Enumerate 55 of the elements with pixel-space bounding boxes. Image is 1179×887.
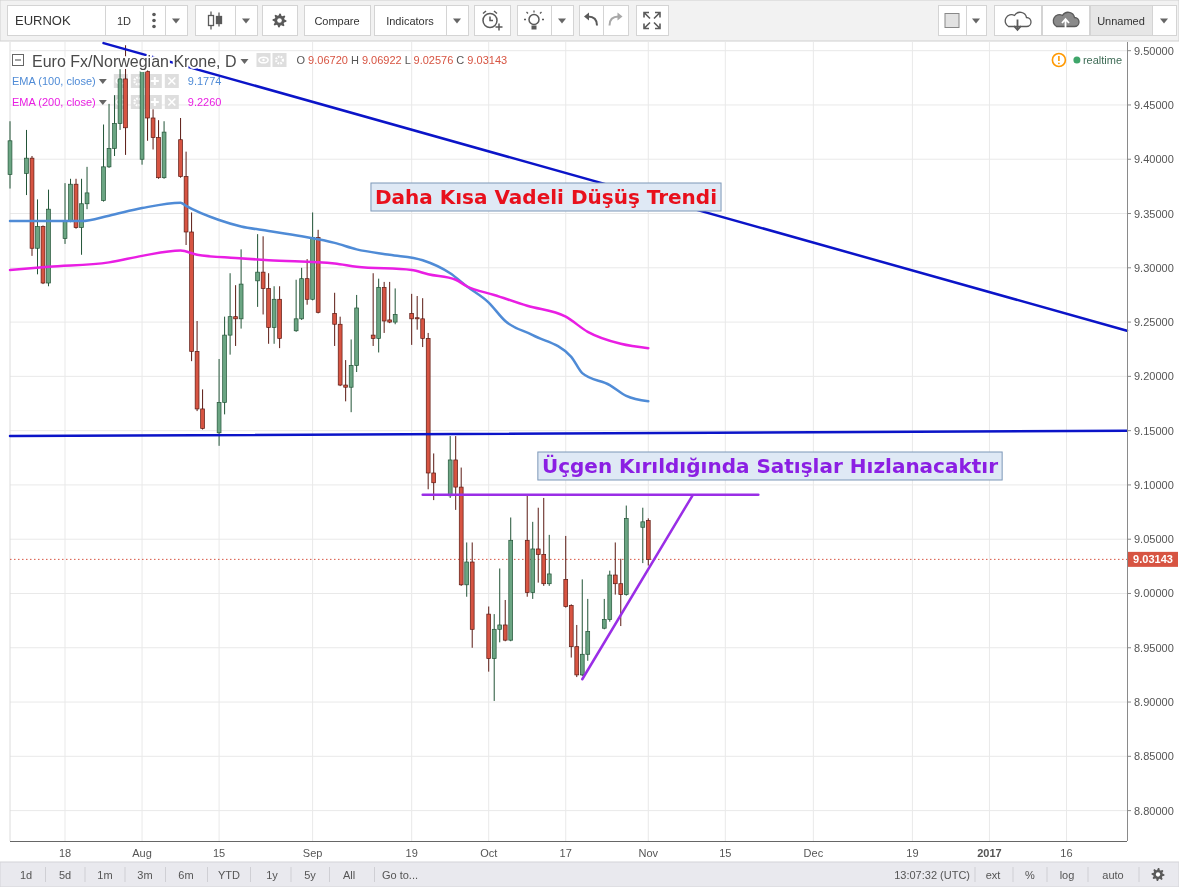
y-tick-label: 8.90000 [1134,696,1174,709]
text: 1D [116,15,132,27]
y-tick-label: 9.30000 [1134,261,1174,274]
x-tick-label: 19 [906,847,919,859]
text: 1m [97,869,113,881]
x-tick-label: 16 [1060,847,1073,859]
text: YTD [218,869,241,881]
ref-line-label: 9.03143 [1133,553,1173,566]
text: EMA (200, close) [12,96,96,108]
x-tick-label: 19 [405,847,418,859]
x-tick-label: Nov [638,847,659,859]
y-tick-label: 9.10000 [1134,478,1174,491]
x-tick-label: 15 [212,847,226,859]
y-tick-label: 9.25000 [1134,316,1174,329]
annotation: O 9.06720 H 9.06922 L 9.02576 C 9.03143 [296,54,508,66]
text: Compare [314,15,360,27]
text: 13:07:32 (UTC) [894,869,970,881]
y-tick-label: 8.85000 [1134,750,1174,763]
text: ext [985,869,1001,881]
x-tick-label: 15 [719,847,732,859]
y-tick-label: 9.35000 [1134,207,1174,220]
x-tick-label: Oct [480,847,498,859]
text: Indicators [386,15,435,27]
annotation: 9.2260 [187,96,222,108]
text: EMA (100, close) [12,75,96,87]
y-tick-label: 9.00000 [1134,587,1174,600]
x-tick-label: 18 [58,847,72,859]
text: 3m [137,869,153,881]
text: 1y [266,869,279,881]
y-tick-label: 9.15000 [1134,424,1174,437]
y-tick-label: 9.20000 [1134,370,1174,383]
text: EURNOK [15,13,71,28]
annotation: realtime [1082,54,1122,66]
y-tick-label: 9.40000 [1134,153,1174,166]
x-tick-label: Sep [302,847,323,859]
annotation: 9.1774 [187,75,222,87]
text: log [1059,869,1075,881]
x-tick-label: Aug [132,847,152,859]
x-tick-label: Dec [803,847,824,859]
text: % [1025,869,1036,881]
text: 5y [304,869,317,881]
text: All [342,869,356,881]
y-tick-label: 8.95000 [1134,641,1174,654]
text: 1d [19,869,33,881]
text: auto [1102,869,1124,881]
y-tick-label: 9.05000 [1134,533,1174,546]
y-tick-label: 9.50000 [1134,44,1174,57]
y-tick-label: 8.80000 [1134,804,1174,817]
text: 6m [178,869,194,881]
y-tick-label: 9.45000 [1134,98,1174,111]
x-tick-label: 17 [559,847,572,859]
text: Unnamed [1097,15,1145,27]
text: Go to... [381,869,419,881]
text: 5d [58,869,72,881]
x-tick-label: 2017 [977,847,1002,859]
